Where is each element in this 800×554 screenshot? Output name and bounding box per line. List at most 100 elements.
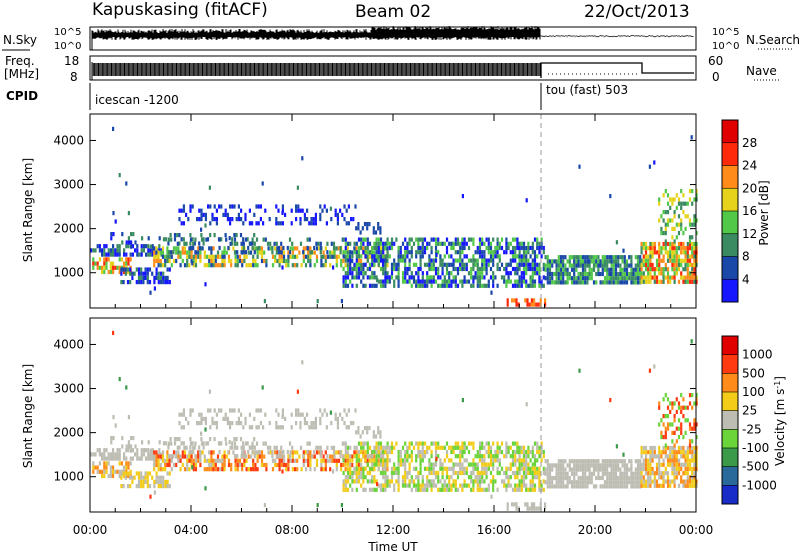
velocity-cell — [168, 484, 171, 489]
velocity-cell — [518, 462, 521, 467]
velocity-cell — [557, 484, 560, 489]
power-cell — [379, 230, 382, 235]
power-cell — [360, 266, 363, 272]
velocity-cell — [404, 449, 407, 455]
velocity-cell — [377, 445, 380, 450]
velocity-cell — [176, 445, 179, 450]
velocity-cell — [640, 445, 643, 451]
power-cell — [441, 266, 444, 272]
velocity-cell — [680, 462, 683, 467]
power-cell — [680, 226, 683, 231]
velocity-colorbar-label: Velocity [m s-1] — [773, 376, 788, 466]
power-cell — [241, 263, 244, 268]
power-colorbar-label: Power [dB] — [757, 180, 771, 245]
power-cell — [151, 252, 154, 257]
velocity-cell — [445, 466, 449, 471]
velocity-cell — [219, 458, 222, 463]
velocity-cell — [522, 470, 526, 476]
velocity-cell — [344, 487, 347, 492]
power-cell — [514, 254, 517, 259]
power-cell — [157, 275, 160, 280]
power-cell — [478, 245, 482, 251]
velocity-cell — [379, 454, 383, 459]
power-cell — [164, 275, 167, 280]
power-cell — [603, 267, 607, 272]
velocity-cell — [103, 448, 106, 453]
power-cell — [465, 262, 468, 267]
velocity-cell — [172, 454, 175, 459]
velocity-cell — [531, 466, 534, 471]
velocity-cell — [355, 479, 358, 484]
velocity-cell — [621, 463, 624, 468]
velocity-cell — [210, 467, 213, 472]
velocity-cell — [636, 471, 640, 476]
velocity-cell — [439, 458, 442, 463]
power-cell — [450, 262, 453, 267]
velocity-cell — [309, 450, 312, 455]
velocity-cell — [395, 441, 398, 446]
power-cell — [695, 258, 698, 263]
power-cell — [196, 217, 199, 222]
velocity-cell — [116, 452, 119, 457]
velocity-cell — [666, 475, 670, 480]
power-cell — [408, 241, 411, 246]
power-cell — [256, 246, 259, 251]
power-cell — [388, 275, 391, 280]
velocity-cell — [625, 480, 629, 485]
velocity-cell — [310, 454, 314, 459]
power-cell — [315, 254, 319, 259]
velocity-cell — [390, 441, 394, 446]
power-cell — [213, 233, 216, 238]
power-cell — [267, 246, 270, 251]
velocity-cell — [280, 454, 283, 459]
power-cell — [606, 267, 609, 272]
power-cell — [461, 283, 464, 288]
velocity-cell — [452, 483, 455, 488]
velocity-cell — [406, 449, 409, 455]
power-cell — [516, 262, 519, 267]
velocity-cell — [511, 470, 515, 476]
power-cell — [623, 280, 626, 285]
power-cell — [634, 263, 637, 268]
power-cell — [680, 250, 683, 255]
power-cell — [538, 266, 541, 272]
power-cell — [412, 241, 416, 246]
velocity-cell — [379, 487, 383, 492]
velocity-cell — [355, 475, 358, 480]
power-cell — [671, 267, 674, 272]
power-cell — [137, 275, 141, 280]
power-cell — [542, 266, 545, 272]
velocity-cell — [395, 466, 398, 471]
power-cell — [509, 258, 512, 263]
power-cell — [575, 267, 578, 272]
velocity-cell — [98, 448, 101, 453]
power-cell — [393, 241, 396, 246]
power-cell — [112, 261, 115, 266]
velocity-cell — [401, 462, 405, 467]
power-cell — [579, 259, 582, 264]
velocity-cell — [452, 445, 455, 450]
power-cell — [610, 259, 613, 264]
power-cell — [205, 254, 209, 259]
power-cell — [562, 271, 565, 277]
velocity-cell — [153, 458, 156, 463]
velocity-cell — [666, 397, 670, 402]
velocity-cell — [135, 471, 138, 476]
power-cell — [346, 246, 349, 251]
power-cell — [397, 283, 400, 288]
velocity-cell — [492, 466, 495, 471]
velocity-cell — [478, 475, 482, 480]
power-cell — [287, 254, 290, 259]
power-cell — [514, 237, 517, 242]
velocity-cell — [362, 445, 365, 450]
power-cell — [642, 258, 645, 263]
power-cell — [691, 189, 694, 194]
power-cell — [384, 262, 387, 267]
power-cell — [299, 241, 303, 246]
velocity-cell — [568, 459, 571, 464]
velocity-cell — [461, 466, 464, 471]
power-cell — [101, 248, 104, 253]
power-cell — [169, 233, 172, 238]
velocity-cell — [357, 466, 361, 471]
power-cell — [175, 246, 178, 251]
